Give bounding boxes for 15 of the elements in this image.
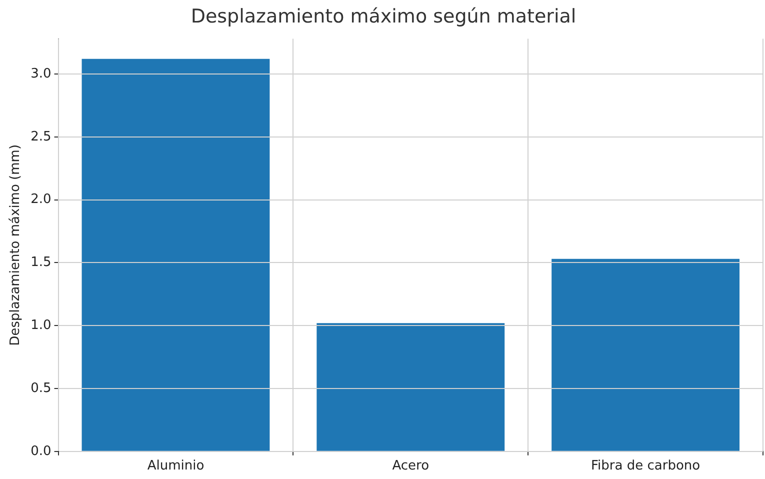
y-tick-label: 3.0 bbox=[30, 66, 52, 82]
bar bbox=[552, 258, 740, 451]
bar bbox=[82, 58, 270, 451]
x-tick-label: Acero bbox=[392, 458, 430, 474]
y-tick-label: 2.5 bbox=[30, 129, 52, 144]
y-tick-label: 1.0 bbox=[30, 318, 52, 333]
x-tick-label: Aluminio bbox=[147, 458, 204, 474]
chart-title: Desplazamiento máximo según material bbox=[190, 5, 576, 28]
y-tick-label: 0.5 bbox=[30, 380, 52, 396]
y-tick-label: 1.5 bbox=[30, 255, 52, 270]
x-tick-label: Fibra de carbono bbox=[591, 458, 700, 474]
y-tick-label: 2.0 bbox=[30, 192, 52, 208]
bar bbox=[316, 323, 505, 451]
y-axis-title: Desplazamiento máximo (mm) bbox=[8, 144, 24, 346]
y-tick-label: 0.0 bbox=[30, 444, 52, 459]
